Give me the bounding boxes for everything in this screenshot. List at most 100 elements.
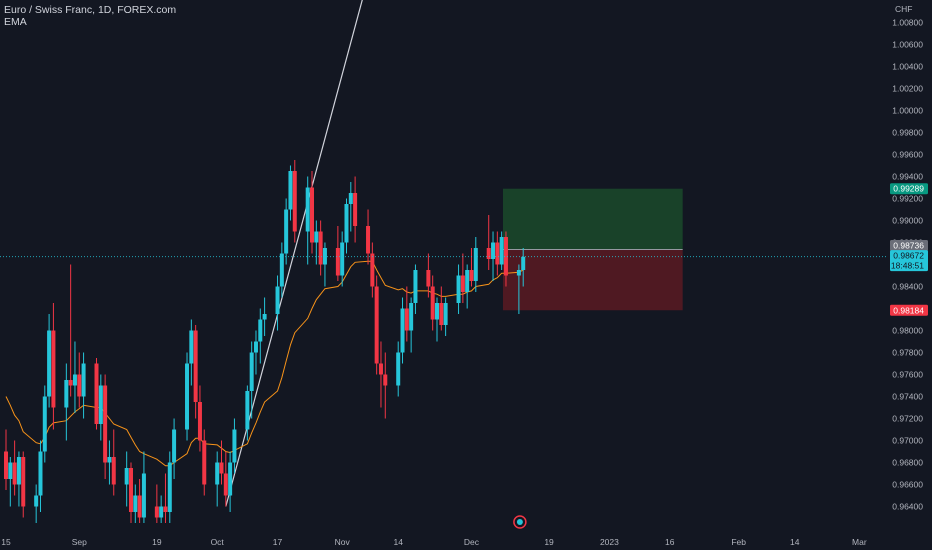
candle-body xyxy=(172,429,177,463)
time-tick-label: 19 xyxy=(544,537,554,547)
candle xyxy=(163,473,168,523)
time-tick-label: Feb xyxy=(731,537,746,547)
candle xyxy=(253,330,258,375)
candle xyxy=(262,297,267,336)
price-tick-label: 0.99400 xyxy=(892,172,923,182)
event-marker-layer[interactable] xyxy=(513,515,527,529)
candle-body xyxy=(81,363,86,397)
candle xyxy=(340,231,345,287)
time-tick-label: Oct xyxy=(211,537,225,547)
candle-body xyxy=(370,253,375,287)
candle xyxy=(396,341,401,397)
candle xyxy=(47,314,52,408)
candle xyxy=(335,226,340,281)
candle xyxy=(94,358,99,430)
candle xyxy=(111,429,116,496)
time-tick-label: 15 xyxy=(1,537,11,547)
candle-body xyxy=(189,330,194,364)
price-tick-label: 0.96800 xyxy=(892,458,923,468)
candle-body xyxy=(353,193,358,226)
candle xyxy=(344,198,349,254)
candle xyxy=(4,429,8,490)
candle-body xyxy=(344,204,349,243)
candle-body xyxy=(305,187,310,232)
candle xyxy=(202,429,207,496)
candle-body xyxy=(378,363,383,375)
candle xyxy=(172,418,177,479)
candle xyxy=(64,363,69,441)
candle-body xyxy=(232,429,237,463)
candle-body xyxy=(185,363,190,430)
candle xyxy=(314,220,319,265)
stop-zone[interactable] xyxy=(502,249,683,311)
price-tick-label: 0.99000 xyxy=(892,216,923,226)
candle-body xyxy=(374,286,379,364)
candle-body xyxy=(469,270,474,281)
candle xyxy=(245,385,250,441)
candle-body xyxy=(275,286,280,314)
candle-body xyxy=(310,187,315,243)
ema-indicator-label[interactable]: EMA xyxy=(4,16,27,28)
candle xyxy=(215,451,220,507)
candle xyxy=(503,231,508,287)
candle-body xyxy=(443,303,448,325)
candle xyxy=(98,374,103,441)
candle xyxy=(310,171,315,254)
candle xyxy=(486,215,491,270)
currency-label: CHF xyxy=(895,4,912,14)
candle xyxy=(370,242,375,298)
candle-body xyxy=(141,473,146,518)
economic-event-icon-core xyxy=(516,519,523,525)
candle xyxy=(38,440,43,512)
candle xyxy=(232,418,237,474)
candle xyxy=(81,352,86,419)
time-axis[interactable]: 15 Sep 19 Oct 17 Nov 14 Dec 19 2023 16 Feb 14 Mar xyxy=(1,537,867,547)
candle-body xyxy=(435,303,439,320)
candle-body xyxy=(98,385,103,424)
time-tick-label: 19 xyxy=(152,537,162,547)
candle xyxy=(409,297,414,353)
time-tick-label: 14 xyxy=(790,537,800,547)
candle-body xyxy=(253,341,258,353)
candle-body xyxy=(4,451,8,479)
trendline-layer[interactable] xyxy=(225,0,368,507)
candle-body xyxy=(439,303,444,325)
target-zone[interactable] xyxy=(502,188,683,250)
take-profit-badge-bg xyxy=(890,183,928,195)
candle-body xyxy=(16,457,21,485)
candle-body xyxy=(486,248,491,259)
candle xyxy=(68,264,73,397)
candle-body xyxy=(128,468,133,512)
candle-body xyxy=(521,256,526,270)
candle-body xyxy=(348,193,353,204)
ema-line xyxy=(5,260,524,467)
candle xyxy=(284,198,289,265)
candle xyxy=(430,275,435,331)
candle-body xyxy=(288,171,293,210)
candle-body xyxy=(72,374,77,386)
candle xyxy=(167,451,172,523)
candle-body xyxy=(404,308,409,331)
candle-body xyxy=(124,468,129,485)
candle-body xyxy=(228,462,233,496)
take-profit-badge-text: 0.99289 xyxy=(893,184,924,194)
candle xyxy=(8,457,13,507)
candle xyxy=(219,440,224,485)
price-tick-label: 0.96400 xyxy=(892,502,923,512)
price-tick-label: 0.99600 xyxy=(892,150,923,160)
candle xyxy=(133,484,138,523)
candle-body xyxy=(409,303,414,331)
symbol-title[interactable]: Euro / Swiss Franc, 1D, FOREX.com xyxy=(4,4,177,16)
candle xyxy=(292,160,297,243)
candle xyxy=(305,176,310,265)
candle xyxy=(197,385,202,452)
stop-loss-badge-text: 0.98184 xyxy=(893,305,924,315)
candle xyxy=(159,495,164,523)
time-tick-label: Sep xyxy=(72,537,87,547)
trendline[interactable] xyxy=(225,0,368,507)
candle xyxy=(249,341,254,419)
candle xyxy=(51,303,56,430)
stop-loss-badge: 0.98184 xyxy=(890,304,928,316)
time-tick-label: 16 xyxy=(665,537,675,547)
